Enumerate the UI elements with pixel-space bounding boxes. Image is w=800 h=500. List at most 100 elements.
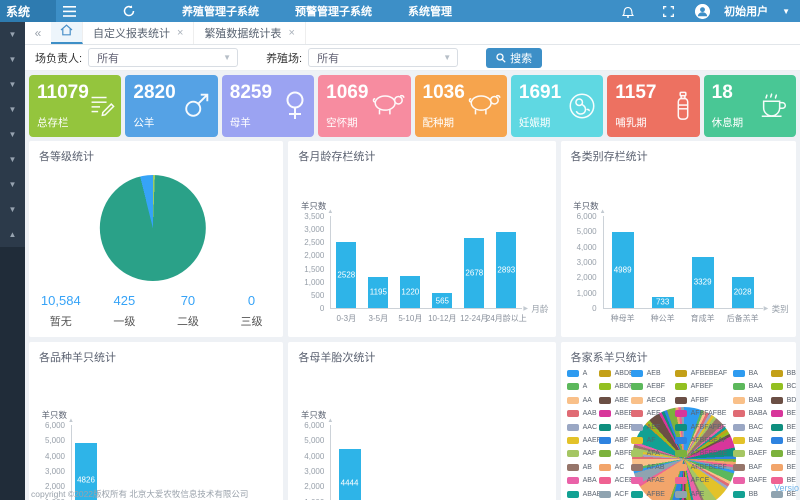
legend-item-BAEF[interactable]: BAEF xyxy=(732,450,767,458)
legend-item-BABA[interactable]: BABA xyxy=(732,410,767,418)
legend-item-AFAE[interactable]: AFAE xyxy=(630,477,665,485)
legend-item-BA[interactable]: BA xyxy=(732,370,758,377)
legend-item-BC[interactable]: BC xyxy=(770,383,796,391)
legend-label: BAFE xyxy=(748,477,767,485)
legend-item-BEBE[interactable]: BEBE xyxy=(770,490,796,498)
stat-card-休息期: 18 休息期 xyxy=(703,75,796,137)
legend-item-AB[interactable]: AB xyxy=(566,463,592,471)
legend-item-AF[interactable]: AF xyxy=(630,437,656,444)
y-tick: 4,000 xyxy=(304,451,325,461)
legend-item-ACEE[interactable]: ACEE xyxy=(598,477,634,485)
legend-item-AEB[interactable]: AEB xyxy=(630,370,661,377)
sidebar-caret-down-icon[interactable]: ▼ xyxy=(8,30,17,39)
legend-chip xyxy=(674,370,687,377)
legend-item-AFBFBEAF[interactable]: AFBFBEAF xyxy=(674,437,727,444)
legend-item-BAB[interactable]: BAB xyxy=(732,396,763,404)
legend-chip xyxy=(770,396,783,404)
legend-item-BEAA[interactable]: BEAA xyxy=(770,423,796,431)
legend-item-AA[interactable]: AA xyxy=(566,396,592,404)
legend-item-AFBFAFBE[interactable]: AFBFAFBE xyxy=(674,410,726,418)
legend-item-BBF[interactable]: BBF xyxy=(770,370,796,377)
sidebar-caret-up-icon[interactable]: ▲ xyxy=(8,230,17,239)
sidebar-caret-down-icon[interactable]: ▼ xyxy=(8,55,17,64)
legend-item-ABA[interactable]: ABA xyxy=(566,477,597,485)
legend-label: ABDE xyxy=(614,370,634,377)
legend-item-BEAE[interactable]: BEAE xyxy=(770,450,796,458)
legend-item-AFAB[interactable]: AFAB xyxy=(630,463,665,471)
legend-item-BAF[interactable]: BAF xyxy=(732,463,762,471)
legend-item-AFBFBEEF[interactable]: AFBFBEEF xyxy=(674,463,727,471)
sidebar-caret-down-icon[interactable]: ▼ xyxy=(8,205,17,214)
legend-item-AFE[interactable]: AFE xyxy=(674,490,704,498)
legend-item-AFCE[interactable]: AFCE xyxy=(674,477,709,485)
legend-item-BAC[interactable]: BAC xyxy=(732,423,763,431)
y-axis-arrow-icon: ▲ xyxy=(68,418,74,424)
sidebar-caret-down-icon[interactable]: ▼ xyxy=(8,105,17,114)
sidebar-caret-down-icon[interactable]: ▼ xyxy=(8,180,17,189)
legend-item-BAFE[interactable]: BAFE xyxy=(732,477,767,485)
legend-item-BAA[interactable]: BAA xyxy=(732,383,763,391)
legend-item-AAEF[interactable]: AAEF xyxy=(566,437,601,444)
legend-item-BAE[interactable]: BAE xyxy=(732,437,763,444)
nav-menu-item-0[interactable]: 养殖管理子系统 xyxy=(182,6,259,18)
bell-icon[interactable] xyxy=(615,0,641,22)
legend-item-AECB[interactable]: AECB xyxy=(630,396,666,404)
legend-item-ABF[interactable]: ABF xyxy=(598,437,628,444)
hamburger-icon[interactable] xyxy=(56,0,82,22)
legend-item-AAF[interactable]: AAF xyxy=(566,450,596,458)
bar-value-label: 565 xyxy=(435,296,450,306)
stat-value: 1691 xyxy=(518,82,562,103)
refresh-icon[interactable] xyxy=(116,0,142,22)
legend-item-AFBE[interactable]: AFBE xyxy=(630,490,665,498)
legend-item-AEBF[interactable]: AEBF xyxy=(630,383,665,391)
legend-item-A[interactable]: A xyxy=(566,370,587,377)
legend-item-ABE[interactable]: ABE xyxy=(598,396,629,404)
legend-item-AFBEBEAF[interactable]: AFBEBEAF xyxy=(674,370,727,377)
legend-item-ABFE[interactable]: ABFE xyxy=(598,450,633,458)
legend-item-AAB[interactable]: AAB xyxy=(566,410,597,418)
panel-title: 各品种羊只统计 xyxy=(39,352,116,364)
legend-item-AFBEF[interactable]: AFBEF xyxy=(674,383,713,391)
legend-item-BEAF[interactable]: BEAF xyxy=(770,463,796,471)
fullscreen-icon[interactable] xyxy=(655,0,681,22)
sidebar-caret-down-icon[interactable]: ▼ xyxy=(8,80,17,89)
close-icon[interactable]: × xyxy=(177,27,184,39)
legend-item-AC[interactable]: AC xyxy=(598,463,624,471)
close-icon[interactable]: × xyxy=(288,27,295,39)
legend-item-A[interactable]: A xyxy=(566,383,587,391)
tab-0[interactable]: 自定义报表统计 × xyxy=(83,22,195,44)
tab-1[interactable]: 繁殖数据统计表 × xyxy=(194,22,306,44)
legend-item-AFBF[interactable]: AFBF xyxy=(674,396,709,404)
legend-item-AEF[interactable]: AEF xyxy=(630,423,660,431)
legend-item-ABDE[interactable]: ABDE xyxy=(598,370,634,377)
legend-item-ACF[interactable]: ACF xyxy=(598,490,629,498)
user-avatar[interactable] xyxy=(695,3,711,19)
farm-select[interactable]: 所有 ▼ xyxy=(308,48,459,67)
legend-item-AAC[interactable]: AAC xyxy=(566,423,597,431)
owner-select[interactable]: 所有 ▼ xyxy=(88,48,239,67)
tab-home[interactable] xyxy=(51,22,83,44)
user-name[interactable]: 初始用户 xyxy=(724,6,769,18)
legend-item-AFBFBEBE[interactable]: AFBFBEBE xyxy=(674,450,727,458)
legend-item-AFBFAFBF[interactable]: AFBFAFBF xyxy=(674,423,726,431)
legend-item-AFA[interactable]: AFA xyxy=(630,450,660,458)
legend-item-ABAB[interactable]: ABAB xyxy=(566,490,601,498)
legend-item-AEE[interactable]: AEE xyxy=(630,410,661,418)
sidebar-caret-down-icon[interactable]: ▼ xyxy=(8,155,17,164)
legend-item-BE[interactable]: BE xyxy=(770,410,796,418)
legend-item-ABEF[interactable]: ABEF xyxy=(598,423,633,431)
stat-label: 母羊 xyxy=(229,117,251,129)
search-button[interactable]: 搜索 xyxy=(486,47,543,68)
legend-item-BD[interactable]: BD xyxy=(770,396,796,404)
nav-menu-item-1[interactable]: 预警管理子系统 xyxy=(295,6,372,18)
legend-chip xyxy=(770,490,783,498)
nav-menu-item-2[interactable]: 系统管理 xyxy=(408,6,452,18)
user-menu-caret-icon[interactable]: ▼ xyxy=(782,6,790,16)
legend-item-BB[interactable]: BB xyxy=(732,490,758,498)
legend-item-ABEE[interactable]: ABEE xyxy=(598,410,633,418)
legend-item-ABDF[interactable]: ABDF xyxy=(598,383,633,391)
sidebar-caret-down-icon[interactable]: ▼ xyxy=(8,130,17,139)
tabs-collapse-icon[interactable]: « xyxy=(34,26,42,40)
